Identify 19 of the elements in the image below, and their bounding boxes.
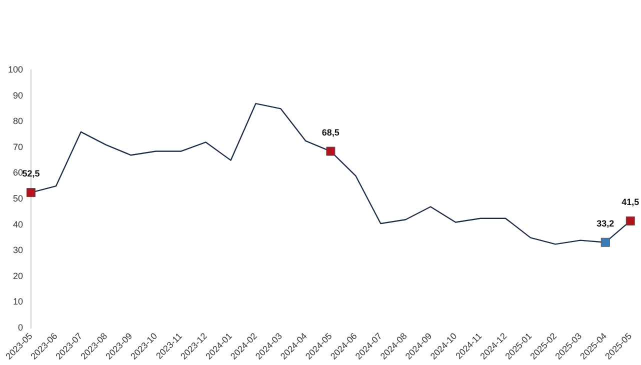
- y-tick-label: 30: [13, 245, 24, 256]
- data-label: 52,5: [22, 168, 40, 179]
- point: [326, 146, 336, 156]
- y-tick-label: 0: [18, 322, 24, 332]
- y-tick-label: 90: [13, 90, 24, 100]
- y-tick-label: 100: [8, 64, 24, 74]
- data-label: 68,5: [322, 127, 340, 138]
- data-label: 41,5: [622, 196, 640, 207]
- y-tick-label: 50: [13, 193, 24, 204]
- point: [626, 216, 635, 226]
- point: [600, 238, 610, 247]
- y-tick-label: 20: [13, 270, 24, 281]
- y-tick-label: 10: [13, 296, 24, 307]
- y-tick-label: 60: [13, 168, 24, 178]
- y-tick-label: 40: [13, 219, 24, 230]
- y-tick-label: 80: [13, 116, 24, 126]
- y-tick-label: 70: [13, 142, 24, 152]
- point: [26, 188, 36, 198]
- data-label: 33,2: [596, 218, 614, 228]
